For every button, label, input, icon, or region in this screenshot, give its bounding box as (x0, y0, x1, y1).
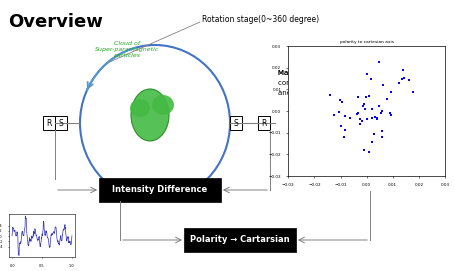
FancyBboxPatch shape (184, 228, 296, 252)
Point (326, 93, 334, 97)
Point (398, 76, 405, 81)
Point (363, 72, 370, 76)
Point (373, 116, 380, 121)
Point (342, 128, 349, 133)
Title: polarity to cartesian axis: polarity to cartesian axis (340, 40, 394, 44)
Point (387, 111, 394, 115)
Point (365, 94, 372, 99)
Point (379, 83, 386, 88)
Text: ): ) (335, 70, 338, 76)
Point (364, 117, 371, 122)
Text: Overview: Overview (8, 13, 103, 31)
Point (360, 147, 368, 152)
Point (361, 102, 368, 106)
Point (367, 76, 375, 81)
Point (360, 104, 367, 108)
Text: R: R (262, 118, 266, 127)
Text: ): ) (324, 90, 327, 96)
Ellipse shape (130, 99, 150, 117)
Point (384, 97, 391, 101)
FancyBboxPatch shape (230, 116, 242, 130)
Point (340, 134, 348, 139)
Point (395, 81, 402, 85)
Point (409, 90, 416, 94)
Text: S: S (59, 118, 64, 127)
Point (400, 76, 408, 80)
Point (370, 132, 378, 136)
Point (356, 122, 363, 126)
Ellipse shape (131, 89, 169, 141)
Text: Cloud of
Super-paramagnetic
particles: Cloud of Super-paramagnetic particles (95, 41, 159, 58)
Point (368, 140, 375, 144)
Text: consisting of Sender(: consisting of Sender( (278, 80, 352, 86)
Point (377, 111, 385, 115)
Point (357, 117, 364, 121)
FancyBboxPatch shape (258, 116, 270, 130)
Point (338, 100, 345, 104)
FancyBboxPatch shape (55, 116, 67, 130)
Point (399, 67, 406, 72)
Point (355, 95, 362, 99)
Point (379, 109, 386, 114)
Point (337, 124, 344, 128)
Point (359, 119, 366, 124)
Ellipse shape (152, 95, 174, 115)
Point (369, 107, 376, 111)
Point (335, 110, 342, 114)
FancyBboxPatch shape (99, 178, 221, 202)
Point (368, 116, 375, 120)
Point (375, 60, 382, 64)
Point (361, 107, 368, 111)
Point (378, 135, 385, 139)
Point (336, 98, 343, 102)
Point (388, 89, 395, 94)
Text: S: S (339, 80, 344, 86)
Point (362, 94, 370, 99)
Text: R: R (46, 118, 52, 127)
Text: Polarity → Cartarsian: Polarity → Cartarsian (190, 235, 290, 244)
Text: S: S (234, 118, 238, 127)
Text: Intensity Difference: Intensity Difference (113, 186, 207, 195)
Text: and Receiver(: and Receiver( (278, 90, 326, 96)
Point (331, 113, 338, 118)
Text: R: R (319, 90, 324, 96)
Text: Magnetic Header(: Magnetic Header( (278, 70, 340, 76)
Point (375, 104, 383, 108)
Text: ): ) (344, 80, 347, 86)
Point (371, 115, 378, 120)
Point (373, 115, 380, 120)
Point (346, 115, 354, 120)
Point (355, 111, 362, 115)
Point (354, 112, 361, 116)
Point (405, 78, 413, 82)
Text: MH: MH (325, 70, 338, 76)
FancyBboxPatch shape (43, 116, 55, 130)
Text: Rotation stage(0~360 degree): Rotation stage(0~360 degree) (202, 15, 319, 24)
Point (378, 129, 385, 133)
Text: Magnetic Header(: Magnetic Header( (278, 70, 340, 76)
Point (365, 150, 372, 155)
Point (342, 114, 349, 118)
Point (387, 113, 395, 117)
